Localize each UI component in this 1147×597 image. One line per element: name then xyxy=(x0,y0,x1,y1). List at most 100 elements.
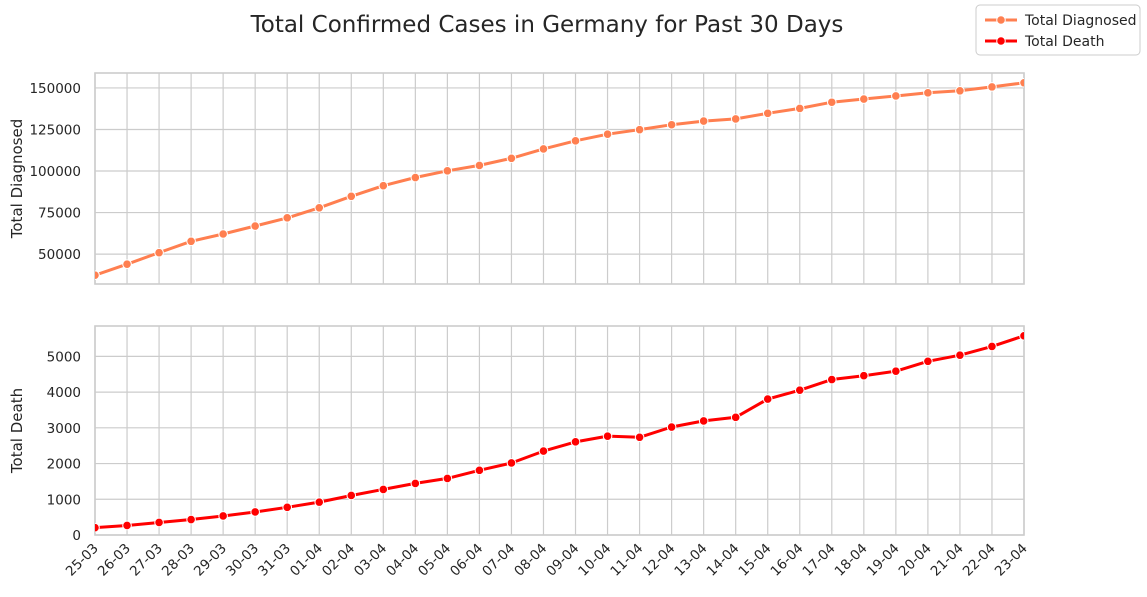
data-point xyxy=(95,270,100,280)
y-tick-label: 3000 xyxy=(47,421,81,437)
x-tick-label: 23-04 xyxy=(992,541,1031,580)
x-tick-label: 01-04 xyxy=(287,541,326,580)
data-point xyxy=(891,91,901,101)
data-point xyxy=(410,478,421,489)
data-point xyxy=(923,88,933,98)
x-tick-label: 31-03 xyxy=(255,541,294,580)
y-tick-label: 5000 xyxy=(47,349,81,365)
x-tick-label: 16-04 xyxy=(768,541,807,580)
x-tick-label: 22-04 xyxy=(960,541,999,580)
panel-2: 0 1000 2000 3000 4000 5000 Total Death xyxy=(8,325,1025,544)
x-tick-label: 29-03 xyxy=(191,541,230,580)
data-point xyxy=(859,370,869,381)
data-point xyxy=(794,385,805,396)
data-point xyxy=(95,522,100,533)
data-point xyxy=(314,202,325,213)
data-point xyxy=(859,94,869,104)
chart-title: Total Confirmed Cases in Germany for Pas… xyxy=(250,12,844,38)
x-tick-label: 14-04 xyxy=(703,541,742,580)
legend-marker xyxy=(996,15,1006,25)
data-point xyxy=(923,356,933,367)
data-point xyxy=(1019,77,1024,88)
data-point xyxy=(410,172,421,183)
data-point xyxy=(378,180,389,191)
data-point xyxy=(634,124,645,135)
plot-frame xyxy=(94,325,1025,536)
data-point xyxy=(346,490,357,501)
x-tick-label: 08-04 xyxy=(511,541,550,580)
x-tick-label: 28-03 xyxy=(159,541,198,580)
y-axis-label: Total Diagnosed xyxy=(8,119,26,239)
data-point xyxy=(538,446,549,456)
x-tick-label: 20-04 xyxy=(896,541,935,580)
y-tick-label: 1000 xyxy=(47,492,81,508)
x-tick-label: 27-03 xyxy=(127,541,166,580)
data-point xyxy=(474,160,485,171)
y-tick-label: 150000 xyxy=(29,81,81,97)
legend-label: Total Diagnosed xyxy=(1024,13,1137,29)
data-point xyxy=(955,85,965,96)
y-tick-label: 0 xyxy=(72,528,81,544)
data-point xyxy=(826,374,837,385)
data-point xyxy=(570,136,581,146)
data-point xyxy=(762,108,773,119)
data-point xyxy=(987,82,997,92)
data-point xyxy=(538,144,549,154)
data-point xyxy=(154,247,164,258)
data-point xyxy=(602,129,613,139)
data-point xyxy=(218,511,228,521)
data-point xyxy=(891,366,901,376)
data-point xyxy=(826,97,837,108)
data-point xyxy=(634,432,645,443)
data-point xyxy=(378,484,389,495)
data-point xyxy=(346,191,357,202)
x-tick-label: 07-04 xyxy=(479,541,518,580)
data-point xyxy=(730,412,741,423)
series-line xyxy=(95,81,1024,277)
data-point xyxy=(794,103,805,114)
data-point xyxy=(282,502,293,513)
x-tick-label: 10-04 xyxy=(575,541,614,580)
x-tick-label: 05-04 xyxy=(415,541,454,580)
data-point xyxy=(442,166,453,176)
x-tick-label: 25-03 xyxy=(63,541,102,580)
data-point xyxy=(122,520,132,531)
legend-marker xyxy=(996,36,1006,46)
data-point xyxy=(282,213,293,223)
y-axis-label: Total Death xyxy=(8,388,26,474)
data-point xyxy=(666,119,677,130)
data-point xyxy=(762,394,773,404)
x-tick-label: 26-03 xyxy=(95,541,134,580)
series-line xyxy=(95,334,1024,530)
data-point xyxy=(250,221,260,231)
y-tick-label: 2000 xyxy=(47,457,81,473)
y-tick-label: 75000 xyxy=(38,206,81,222)
data-point xyxy=(570,437,581,447)
x-tick-label: 19-04 xyxy=(864,541,903,580)
x-tick-label: 13-04 xyxy=(671,541,710,580)
x-tick-label: 17-04 xyxy=(800,541,839,580)
y-tick-label: 125000 xyxy=(29,122,81,138)
data-point xyxy=(506,458,517,468)
x-tick-label: 04-04 xyxy=(383,541,422,580)
x-tick-label: 02-04 xyxy=(319,541,358,580)
data-point xyxy=(474,465,485,476)
x-tick-label: 11-04 xyxy=(607,541,646,580)
plot-frame xyxy=(94,72,1025,285)
x-tick-label: 06-04 xyxy=(447,541,486,580)
panel-1: 50000 75000 100000 125000 150000 Total Diagno… xyxy=(8,72,1025,285)
y-tick-label: 4000 xyxy=(47,385,81,401)
data-point xyxy=(698,416,709,426)
legend: Total Diagnosed Total Death xyxy=(975,4,1141,56)
y-tick-label: 100000 xyxy=(29,164,81,180)
x-axis-ticks: 25-0326-0327-0328-0329-0330-0331-0301-04… xyxy=(63,541,1031,580)
x-tick-label: 09-04 xyxy=(543,541,582,580)
x-tick-label: 30-03 xyxy=(223,541,262,580)
data-point xyxy=(154,517,164,528)
data-point xyxy=(250,507,260,517)
data-point xyxy=(955,350,965,360)
data-point xyxy=(602,431,613,441)
data-point xyxy=(218,229,228,239)
